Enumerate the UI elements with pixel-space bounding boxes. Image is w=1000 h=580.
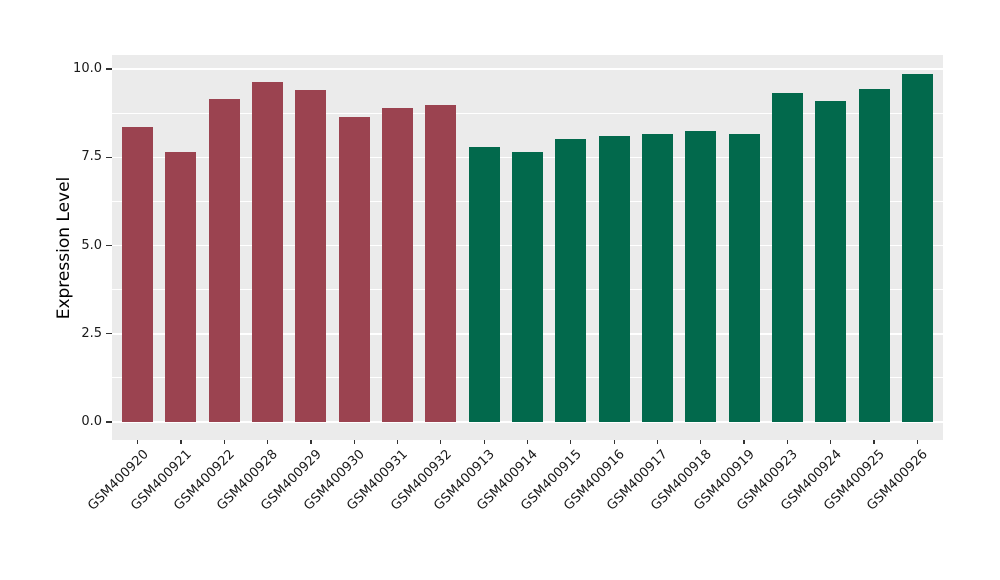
bar-GSM400914 [512,152,543,422]
x-tick-mark [180,440,182,444]
x-tick-mark [526,440,529,444]
bar-GSM400932 [425,105,457,422]
x-tick-mark [440,440,442,444]
major-gridline [112,421,943,423]
y-tick-mark [106,421,112,423]
y-tick-label: 0.0 [81,414,102,429]
bar-GSM400921 [165,151,197,422]
x-tick-mark [310,440,312,444]
x-tick-mark [137,440,139,444]
minor-gridline [112,112,943,114]
x-tick-mark [396,440,399,444]
major-gridline [112,68,943,70]
bar-GSM400929 [295,89,327,422]
x-tick-mark [743,440,745,444]
bar-GSM400923 [771,92,803,422]
bar-GSM400925 [858,89,890,422]
bar-GSM400913 [468,146,500,422]
y-tick-label: 7.5 [81,149,102,165]
bar-GSM400917 [641,133,673,422]
x-tick-mark [223,440,225,444]
bar-GSM400920 [122,127,154,422]
y-tick-mark [106,244,112,247]
y-tick-mark [106,156,112,158]
y-tick-label: 5.0 [81,237,102,253]
bar-GSM400915 [555,138,587,422]
x-tick-mark [570,440,572,444]
x-tick-mark [267,440,269,444]
bar-GSM400918 [685,130,717,422]
bar-GSM400922 [208,99,240,422]
bar-GSM400926 [901,73,933,422]
bar-GSM400924 [815,100,847,422]
bar-GSM400919 [728,133,760,422]
x-tick-mark [656,440,659,444]
x-tick-mark [483,440,485,444]
bar-GSM400930 [338,116,370,422]
bar-GSM400916 [598,136,630,422]
y-tick-mark [106,333,112,335]
x-tick-mark [830,440,832,444]
y-tick-mark [106,68,112,70]
x-tick-mark [786,440,788,444]
x-tick-mark [700,440,702,444]
x-tick-mark [353,440,355,444]
bar-GSM400931 [382,107,414,422]
x-tick-mark [613,440,615,444]
x-tick-mark [873,440,875,444]
y-tick-label: 2.5 [81,325,102,341]
bar-GSM400928 [252,81,284,422]
y-tick-label: 10.0 [73,61,102,76]
x-tick-mark [916,440,918,444]
